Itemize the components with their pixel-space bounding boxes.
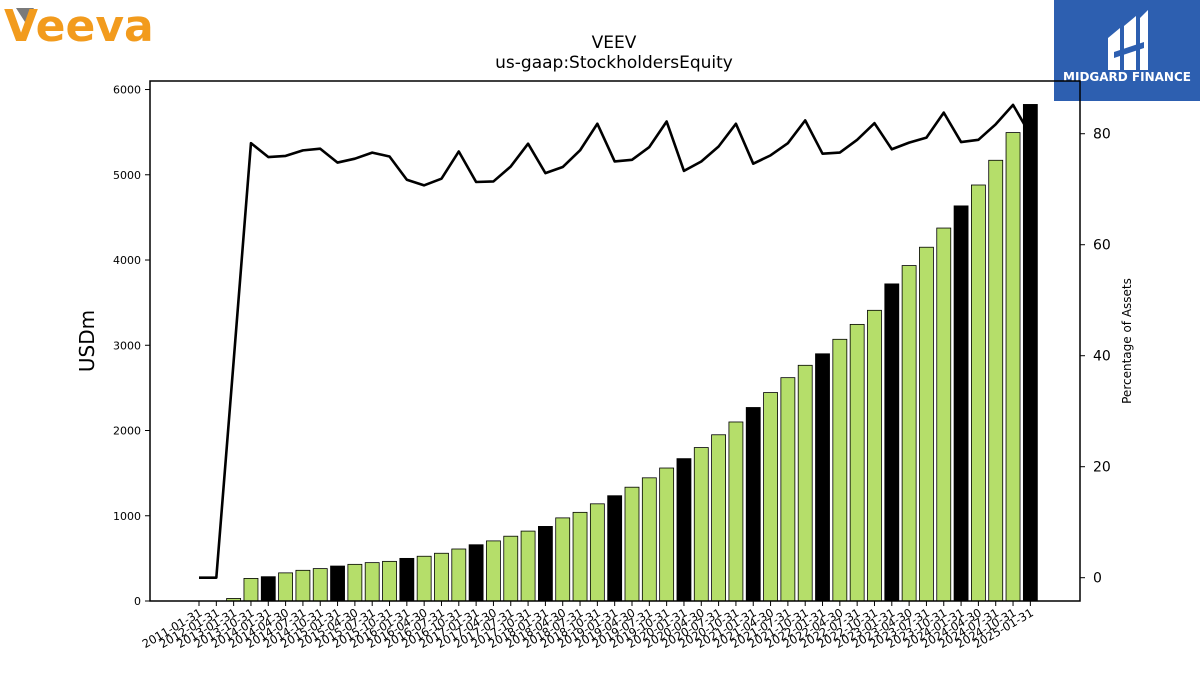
bar-2017-01-31 bbox=[468, 544, 484, 602]
y2-tick-label-20: 20 bbox=[1093, 460, 1111, 476]
axes-layer: 01000200030004000500060000204060802011-0… bbox=[113, 80, 1111, 651]
bar-2022-07-31 bbox=[849, 323, 865, 602]
y-tick-label-4000: 4000 bbox=[113, 254, 141, 267]
bar-2022-04-30 bbox=[832, 338, 848, 602]
bar-2024-07-31 bbox=[988, 159, 1004, 602]
bar-2016-07-31 bbox=[434, 552, 449, 602]
bar-2015-07-31 bbox=[364, 562, 380, 602]
bar-2023-07-31 bbox=[919, 246, 934, 602]
bar-2018-10-31 bbox=[589, 503, 605, 602]
line-layer bbox=[199, 103, 1032, 579]
y2-tick-label-60: 60 bbox=[1093, 238, 1111, 254]
bar-2014-10-31 bbox=[312, 568, 328, 602]
bar-2017-10-31 bbox=[520, 530, 536, 602]
bar-2015-04-30 bbox=[347, 563, 363, 602]
y-tick-label-6000: 6000 bbox=[113, 84, 141, 97]
bar-2013-10-31 bbox=[243, 578, 259, 602]
bar-2021-07-31 bbox=[780, 377, 796, 602]
bar-2015-01-31 bbox=[330, 565, 345, 602]
company-logo-text: Veeva bbox=[4, 1, 154, 52]
badge-text: MIDGARD FINANCE bbox=[1063, 70, 1191, 84]
bar-2014-07-31 bbox=[295, 569, 311, 602]
bar-2023-01-31 bbox=[884, 283, 900, 602]
bar-2014-04-30 bbox=[278, 572, 294, 602]
y2-tick-label-0: 0 bbox=[1093, 571, 1102, 587]
y-tick-label-5000: 5000 bbox=[113, 169, 141, 182]
bar-2019-10-31 bbox=[659, 467, 675, 602]
bar-2017-04-30 bbox=[486, 540, 501, 602]
bar-2021-01-31 bbox=[745, 407, 761, 602]
bar-2020-01-31 bbox=[676, 458, 692, 602]
bar-2022-10-31 bbox=[867, 309, 882, 602]
bar-2016-10-31 bbox=[451, 548, 467, 602]
bar-2024-10-31 bbox=[1005, 132, 1021, 602]
bar-2020-10-31 bbox=[728, 421, 744, 602]
midgard-logo-icon bbox=[1108, 10, 1148, 70]
y-axis-label: USDm bbox=[75, 310, 99, 372]
bar-2017-07-31 bbox=[503, 535, 519, 602]
bar-2021-04-30 bbox=[763, 392, 778, 602]
bar-2022-01-31 bbox=[815, 353, 830, 602]
bar-2016-04-30 bbox=[416, 555, 432, 602]
chart-subtitle: us-gaap:StockholdersEquity bbox=[495, 53, 733, 73]
percentage-line bbox=[199, 103, 1032, 579]
bar-2014-01-31 bbox=[260, 576, 276, 602]
bar-2020-07-31 bbox=[711, 434, 726, 602]
bar-2019-01-31 bbox=[607, 495, 623, 602]
y-tick-label-0: 0 bbox=[134, 595, 141, 608]
chart-title: VEEV bbox=[592, 33, 637, 53]
bar-2016-01-31 bbox=[399, 557, 415, 602]
company-logo: Veeva bbox=[4, 1, 154, 52]
bar-2018-04-30 bbox=[555, 517, 571, 602]
bar-2020-04-30 bbox=[693, 447, 709, 602]
bar-2018-07-31 bbox=[572, 511, 588, 602]
bar-2015-10-31 bbox=[382, 560, 397, 602]
y2-axis-label: Percentage of Assets bbox=[1120, 278, 1134, 404]
y-tick-label-3000: 3000 bbox=[113, 339, 141, 352]
bar-2024-04-30 bbox=[971, 184, 986, 602]
bar-2019-07-31 bbox=[641, 477, 657, 602]
bar-2018-01-31 bbox=[538, 526, 553, 602]
bar-2023-10-31 bbox=[936, 227, 952, 602]
bar-2023-04-30 bbox=[901, 265, 917, 602]
bars-layer bbox=[226, 104, 1038, 602]
bar-2024-01-31 bbox=[953, 205, 969, 602]
y2-tick-label-40: 40 bbox=[1093, 349, 1111, 365]
y-tick-label-1000: 1000 bbox=[113, 510, 141, 523]
y2-tick-label-80: 80 bbox=[1093, 127, 1111, 143]
bar-2019-04-30 bbox=[624, 486, 640, 602]
bar-2025-01-31 bbox=[1022, 104, 1038, 602]
logo-triangle-icon bbox=[16, 8, 34, 22]
bar-2021-10-31 bbox=[797, 364, 813, 602]
y-tick-label-2000: 2000 bbox=[113, 425, 141, 438]
midgard-finance-badge: MIDGARD FINANCE bbox=[1054, 0, 1200, 101]
